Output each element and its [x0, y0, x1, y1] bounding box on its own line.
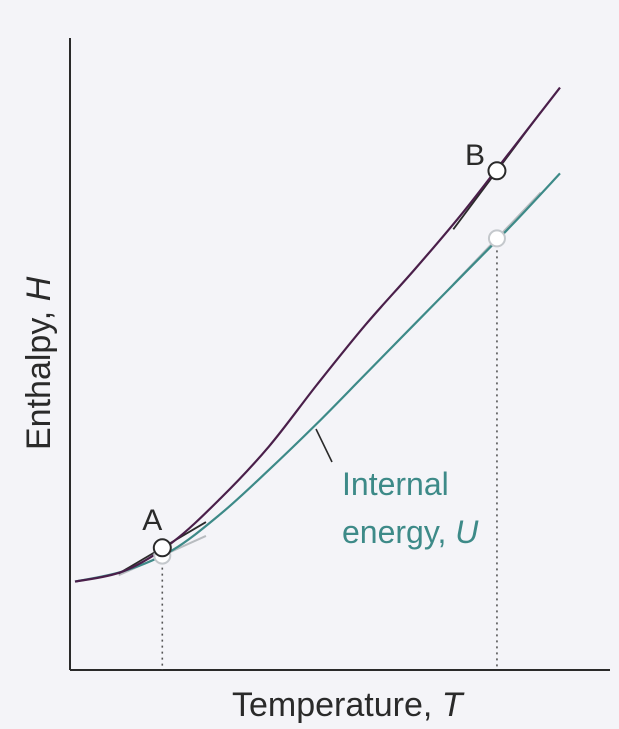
- x-axis-variable: T: [442, 686, 465, 724]
- internal-energy-variable: U: [455, 514, 479, 550]
- internal-energy-annotation: Internal energy, U: [315, 428, 479, 550]
- marker-h-b: [487, 161, 507, 181]
- tangent-lines: [118, 111, 542, 577]
- x-axis-label: Temperature, T: [232, 686, 465, 724]
- x-axis-label-text: Temperature,: [232, 686, 432, 724]
- y-axis-label-text: Enthalpy,: [20, 311, 58, 450]
- internal-energy-label-line2: energy, U: [342, 514, 479, 550]
- y-axis-label: Enthalpy, H: [20, 276, 58, 450]
- internal-energy-leader: [315, 428, 333, 463]
- y-axis-variable: H: [20, 276, 58, 301]
- axes: [69, 38, 610, 671]
- internal-energy-label-word: energy,: [342, 514, 446, 550]
- state-points: AB: [142, 139, 507, 565]
- point-label-a: A: [142, 504, 162, 537]
- point-label-b: B: [465, 139, 485, 172]
- marker-h-a: [152, 538, 172, 558]
- droplines: [161, 238, 498, 670]
- internal-energy-label-line1: Internal: [342, 466, 449, 502]
- marker-u-b: [487, 229, 506, 248]
